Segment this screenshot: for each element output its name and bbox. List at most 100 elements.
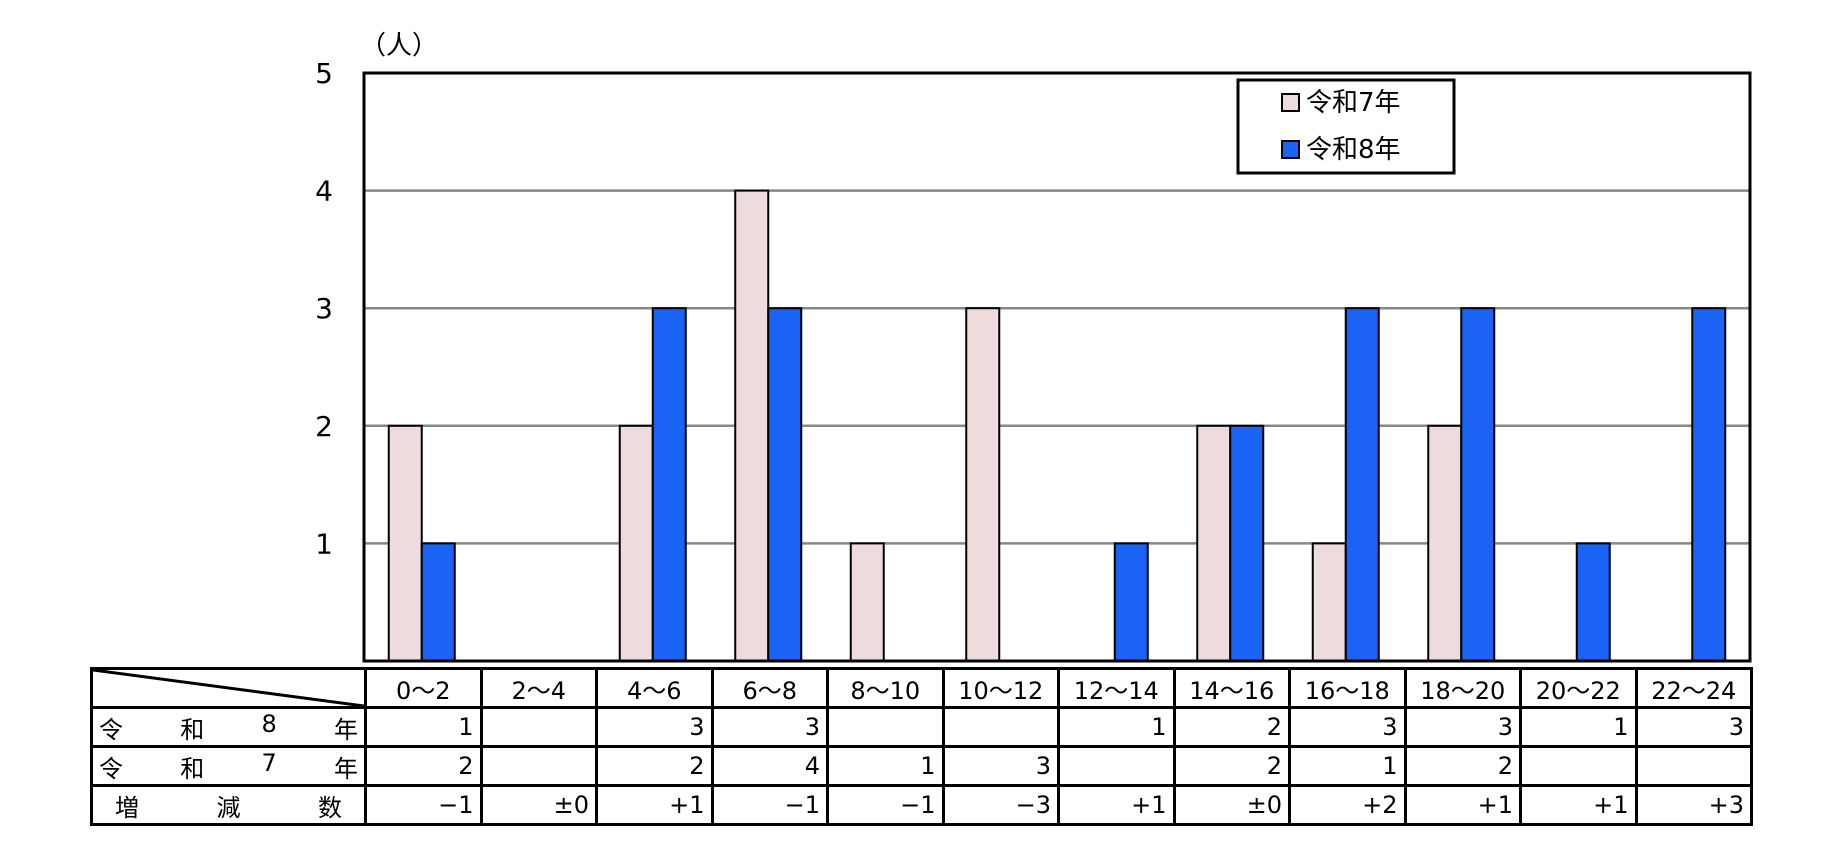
table-cell: 2 xyxy=(364,745,483,787)
table-cell: 1 xyxy=(1057,706,1176,748)
row-label-char: 令 xyxy=(99,715,123,744)
table-cell xyxy=(479,706,598,748)
table-header-cell: 14～16 xyxy=(1172,667,1291,709)
bar-chart: 1 2 3 4 5 （人） 令和7年 令和8年 xyxy=(315,31,1752,663)
table-cell: −1 xyxy=(826,784,945,826)
row-label-char: 増 xyxy=(115,793,139,822)
table-header-cell: 6～8 xyxy=(710,667,829,709)
table-cell: ±0 xyxy=(479,784,598,826)
bar-series-1-0～2 xyxy=(387,424,423,662)
legend-label-series-2: 令和8年 xyxy=(1306,135,1401,165)
table-cell xyxy=(1634,745,1753,787)
table-header-cell: 4～6 xyxy=(595,667,714,709)
grid-lines xyxy=(364,189,1750,545)
table-cell: ±0 xyxy=(1172,784,1291,826)
table-header-row: 0～2 2～4 4～6 6～8 8～10 10～12 12～14 14～16 16～18 18～2… xyxy=(90,667,1753,709)
table-cell xyxy=(1057,745,1176,787)
bar-series-2-12～14 xyxy=(1113,542,1149,663)
table-cell xyxy=(826,706,945,748)
table-cell: +2 xyxy=(1288,784,1407,826)
table-cell: 1 xyxy=(826,745,945,787)
table-cell: 2 xyxy=(1172,706,1291,748)
bar-series-2-18～20 xyxy=(1460,307,1496,662)
table-header-cell: 8～10 xyxy=(826,667,945,709)
bar-series-1-6～8 xyxy=(734,189,770,662)
table-row-label: 令 和 8 年 xyxy=(90,706,367,748)
table-cell: 1 xyxy=(1288,745,1407,787)
table-cell xyxy=(1519,745,1638,787)
table-cell: −1 xyxy=(710,784,829,826)
row-label-char: 令 xyxy=(99,754,123,783)
row-label-char: 年 xyxy=(333,754,358,783)
table-cell: 4 xyxy=(710,745,829,787)
y-tick-label: 3 xyxy=(315,292,333,325)
plot-frame xyxy=(362,71,1752,663)
bar-series-2-14～16 xyxy=(1229,424,1265,662)
bar-series-1-4～6 xyxy=(618,424,654,662)
table-cell: +1 xyxy=(1057,784,1176,826)
row-label-char: 8 xyxy=(261,709,277,738)
bar-series-2-22～24 xyxy=(1691,307,1727,662)
row-label-char: 減 xyxy=(216,793,241,822)
table-cell: 3 xyxy=(595,706,714,748)
table-cell: +3 xyxy=(1634,784,1753,826)
table-cell: 2 xyxy=(1172,745,1291,787)
table-header-cell: 2～4 xyxy=(479,667,598,709)
table-cell xyxy=(941,706,1060,748)
table-row-label: 増減数 xyxy=(90,784,367,826)
legend: 令和7年 令和8年 xyxy=(1236,78,1456,175)
table-header-cell: 18～20 xyxy=(1403,667,1522,709)
table-header-cell: 0～2 xyxy=(364,667,483,709)
table-cell: 3 xyxy=(1288,706,1407,748)
table-row: 増減数 −1 ±0 +1 −1 −1 −3 +1 ±0 +2 +1 +1 +3 xyxy=(90,784,1753,826)
bar-series-1-8～10 xyxy=(849,542,885,663)
y-axis-ticks: 1 2 3 4 5 xyxy=(315,57,333,560)
bar-series-2-4～6 xyxy=(651,307,687,662)
data-table: 0～2 2～4 4～6 6～8 8～10 10～12 12～14 14～16 16～18 18～2… xyxy=(90,667,1753,826)
row-label-char: 和 xyxy=(180,754,205,783)
legend-box xyxy=(1236,78,1456,175)
row-label-char: 年 xyxy=(333,715,358,744)
table-cell: 3 xyxy=(710,706,829,748)
table-row-label: 令 和 7 年 xyxy=(90,745,367,787)
table-header-cell: 22～24 xyxy=(1634,667,1753,709)
bar-series-1-10～12 xyxy=(965,307,1001,662)
table-cell: 2 xyxy=(1403,745,1522,787)
row-label-char: 7 xyxy=(261,748,277,777)
bar-series-2-16～18 xyxy=(1344,307,1380,662)
bar-series-2-20～22 xyxy=(1575,542,1611,663)
legend-label-series-1: 令和7年 xyxy=(1306,88,1401,118)
table-header-cell: 10～12 xyxy=(941,667,1060,709)
bar-series-2-0～2 xyxy=(420,542,456,663)
table-cell: 3 xyxy=(941,745,1060,787)
legend-swatch-series-1 xyxy=(1281,93,1300,112)
table-header-cell: 12～14 xyxy=(1057,667,1176,709)
row-label-char: 数 xyxy=(318,793,342,822)
table-header-cell: 20～22 xyxy=(1519,667,1638,709)
y-tick-label: 2 xyxy=(315,410,333,443)
table-cell: 1 xyxy=(1519,706,1638,748)
table-cell: +1 xyxy=(1403,784,1522,826)
y-tick-label: 4 xyxy=(315,175,333,208)
y-tick-label: 1 xyxy=(315,527,333,560)
y-tick-label: 5 xyxy=(315,57,333,90)
y-axis-unit-label: （人） xyxy=(360,31,438,61)
table-cell: 1 xyxy=(364,706,483,748)
table-cell: 3 xyxy=(1403,706,1522,748)
table-cell: −3 xyxy=(941,784,1060,826)
table-cell: +1 xyxy=(1519,784,1638,826)
table-cell: +1 xyxy=(595,784,714,826)
table-cell xyxy=(479,745,598,787)
table-cell: 3 xyxy=(1634,706,1753,748)
legend-swatch-series-2 xyxy=(1281,140,1300,159)
bar-series-1-16～18 xyxy=(1311,542,1347,663)
bar-series-1-18～20 xyxy=(1427,424,1463,662)
row-label-char: 和 xyxy=(180,715,205,744)
table-header-cell: 16～18 xyxy=(1288,667,1407,709)
bar-series-1-14～16 xyxy=(1196,424,1232,662)
table-corner-cell xyxy=(90,667,367,709)
bar-series-2-6～8 xyxy=(767,307,803,662)
table-cell: −1 xyxy=(364,784,483,826)
